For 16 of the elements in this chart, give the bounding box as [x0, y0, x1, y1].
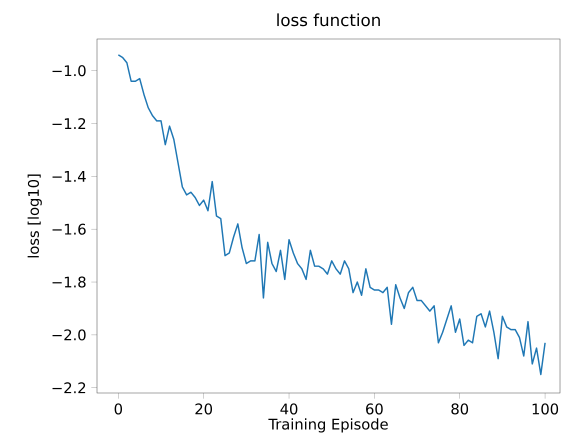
- y-tick-label: −2.0: [52, 329, 86, 340]
- y-tick-label: −1.8: [52, 276, 86, 288]
- y-tick-label: −1.6: [52, 224, 86, 235]
- chart-title: loss function: [277, 13, 380, 26]
- x-tick-label: 20: [195, 403, 212, 414]
- x-tick-label: 40: [280, 403, 298, 414]
- x-tick-label: 60: [366, 403, 383, 414]
- x-tick-label: 0: [114, 403, 122, 414]
- x-tick-label: 100: [532, 403, 558, 414]
- y-tick-label: −1.4: [52, 171, 86, 182]
- x-axis-title: Training Episode: [268, 418, 388, 433]
- x-tick-label: 80: [451, 403, 468, 414]
- y-tick-label: −1.0: [52, 65, 86, 76]
- y-axis-title: loss [log10]: [28, 174, 42, 258]
- y-tick-label: −2.2: [52, 382, 86, 394]
- y-tick-label: −1.2: [52, 118, 86, 129]
